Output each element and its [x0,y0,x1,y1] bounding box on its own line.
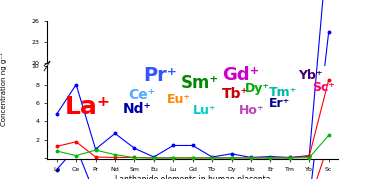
Text: Eu⁺: Eu⁺ [167,93,191,106]
Text: Lu⁺: Lu⁺ [193,104,216,117]
Text: Nd⁺: Nd⁺ [123,102,152,116]
Text: Tm⁺: Tm⁺ [268,86,297,99]
Text: Sc⁺: Sc⁺ [312,81,335,94]
Text: Gd⁺: Gd⁺ [222,66,259,84]
Text: Tb⁺: Tb⁺ [222,87,249,101]
Text: La⁺: La⁺ [65,95,111,119]
Text: Dy⁺: Dy⁺ [245,82,270,95]
Text: Ce⁺: Ce⁺ [129,88,156,102]
Text: Er⁺: Er⁺ [268,97,290,110]
Text: Sm⁺: Sm⁺ [181,74,219,92]
Text: Yb⁺: Yb⁺ [298,69,322,82]
Text: Pr⁺: Pr⁺ [143,66,177,85]
Text: Concentration ng g⁻¹: Concentration ng g⁻¹ [0,53,7,126]
X-axis label: Lanthanide elements in human placenta: Lanthanide elements in human placenta [115,175,270,179]
Text: Ho⁺: Ho⁺ [240,104,265,117]
